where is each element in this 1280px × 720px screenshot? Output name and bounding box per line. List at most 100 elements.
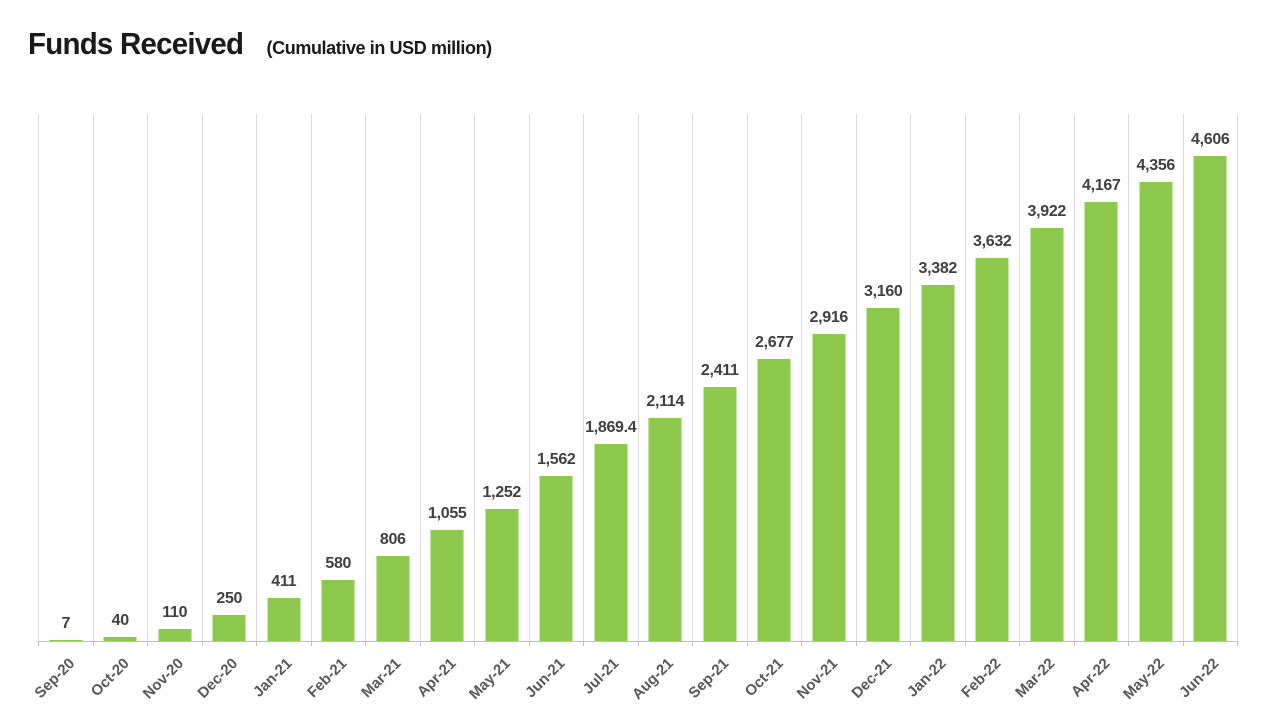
value-label-mar-22: 3,922 [1027,203,1067,220]
bar-mar-21 [376,556,410,641]
x-tick-label-nov-20: Nov-20 [139,655,187,703]
chart-column-sep-20: 7 Sep-20 [31,114,94,702]
bar-jun-22 [1193,156,1227,641]
chart-column-jun-22: 4,606 Jun-22 [1176,114,1238,701]
value-label-apr-22: 4,167 [1081,177,1121,194]
value-label-nov-21: 2,916 [809,309,849,326]
bar-sep-21 [703,387,737,641]
chart-column-dec-20: 250 Dec-20 [194,114,257,702]
x-tick-label-jan-21: Jan-21 [250,655,296,701]
x-tick-label-oct-21: Oct-21 [741,655,787,701]
axis-tick [964,641,966,646]
value-label-feb-22: 3,632 [972,233,1012,250]
x-tick-label-mar-21: Mar-21 [358,655,405,702]
value-label-dec-20: 250 [216,590,243,607]
chart-title: Funds Received [28,26,244,61]
chart-header: Funds Received (Cumulative in USD millio… [28,26,492,62]
bar-dec-20 [212,615,246,641]
value-label-mar-21: 806 [379,531,406,548]
axis-tick [310,641,312,646]
axis-tick [583,641,584,646]
chart-column-nov-21: 2,916 Nov-21 [793,114,857,702]
chart-column-may-22: 4,356 May-22 [1120,114,1184,703]
bar-oct-20 [103,637,137,641]
value-label-sep-21: 2,411 [700,362,739,379]
bar-mar-22 [1030,228,1064,641]
value-label-jun-22: 4,606 [1190,131,1230,148]
axis-tick [365,641,366,646]
bar-jan-22 [921,285,955,641]
chart-column-dec-21: 3,160 Dec-21 [848,114,911,702]
axis-tick [1128,641,1129,646]
axis-tick [528,641,530,646]
chart-column-aug-21: 2,114 Aug-21 [629,114,693,703]
axis-tick [147,641,148,646]
chart-column-jul-21: 1,869.4 Jul-21 [580,114,639,698]
axis-tick [1237,641,1238,646]
axis-tick [256,641,257,646]
x-tick-label-dec-21: Dec-21 [848,655,896,702]
bar-jan-21 [267,598,301,641]
x-tick-label-feb-22: Feb-22 [958,655,1005,702]
plot-area: 7 Sep-20 40 Oct-20 110 Nov-20 250 Dec-20 411 Jan-… [31,114,1238,703]
axis-tick [474,641,475,646]
axis-tick [1182,641,1184,646]
chart-column-oct-20: 40 Oct-20 [87,114,148,700]
x-tick-label-sep-21: Sep-21 [684,655,732,702]
x-tick-label-apr-22: Apr-22 [1067,655,1114,701]
bar-nov-20 [158,629,192,641]
chart-column-feb-22: 3,632 Feb-22 [958,114,1020,701]
x-tick-label-may-22: May-22 [1119,655,1168,703]
axis-tick [92,641,94,646]
bar-feb-21 [321,580,355,641]
value-label-dec-21: 3,160 [863,283,903,300]
x-tick-label-may-21: May-21 [465,655,514,703]
bar-sep-20 [49,640,83,641]
chart-subtitle: (Cumulative in USD million) [266,38,493,58]
value-label-oct-20: 40 [111,612,130,629]
value-label-apr-21: 1,055 [427,505,467,522]
bar-may-22 [1139,182,1173,641]
value-label-oct-21: 2,677 [754,334,794,351]
axis-tick [855,641,857,646]
x-tick-label-apr-21: Apr-21 [413,655,460,701]
x-tick-label-dec-20: Dec-20 [194,655,242,702]
chart-column-jan-21: 411 Jan-21 [250,114,312,701]
chart-column-apr-22: 4,167 Apr-22 [1068,114,1129,701]
chart-column-mar-21: 806 Mar-21 [359,114,421,701]
axis-tick [637,641,639,646]
axis-tick [1019,641,1020,646]
axis-tick [1073,641,1075,646]
chart-column-feb-21: 580 Feb-21 [304,114,366,701]
bar-apr-21 [430,530,464,641]
chart-column-jun-21: 1,562 Jun-21 [522,114,584,701]
axis-tick [910,641,911,646]
chart-column-apr-21: 1,055 Apr-21 [414,114,475,701]
axis-tick [38,641,39,646]
bar-jul-21 [594,444,628,641]
chart-column-may-21: 1,252 May-21 [466,114,530,703]
value-label-sep-20: 7 [61,615,71,632]
x-tick-label-mar-22: Mar-22 [1012,655,1059,702]
x-tick-label-jun-21: Jun-21 [522,655,569,702]
bar-jun-21 [539,476,573,641]
x-tick-label-nov-21: Nov-21 [793,655,841,703]
x-tick-label-jul-21: Jul-21 [580,655,623,698]
bar-apr-22 [1084,202,1118,641]
x-tick-label-jun-22: Jun-22 [1176,655,1223,702]
chart-column-jan-22: 3,382 Jan-22 [904,114,966,701]
value-label-aug-21: 2,114 [646,393,685,410]
x-tick-label-oct-20: Oct-20 [87,655,133,701]
value-label-jul-21: 1,869.4 [585,419,637,436]
chart-column-oct-21: 2,677 Oct-21 [741,114,802,700]
x-tick-label-jan-22: Jan-22 [904,655,950,701]
chart-column-mar-22: 3,922 Mar-22 [1013,114,1075,701]
bar-nov-21 [812,334,846,641]
x-tick-label-feb-21: Feb-21 [304,655,351,702]
axis-tick [201,641,203,646]
axis-tick [692,641,693,646]
value-label-nov-20: 110 [162,604,188,621]
x-tick-label-sep-20: Sep-20 [30,655,78,702]
bar-may-21 [485,509,519,641]
